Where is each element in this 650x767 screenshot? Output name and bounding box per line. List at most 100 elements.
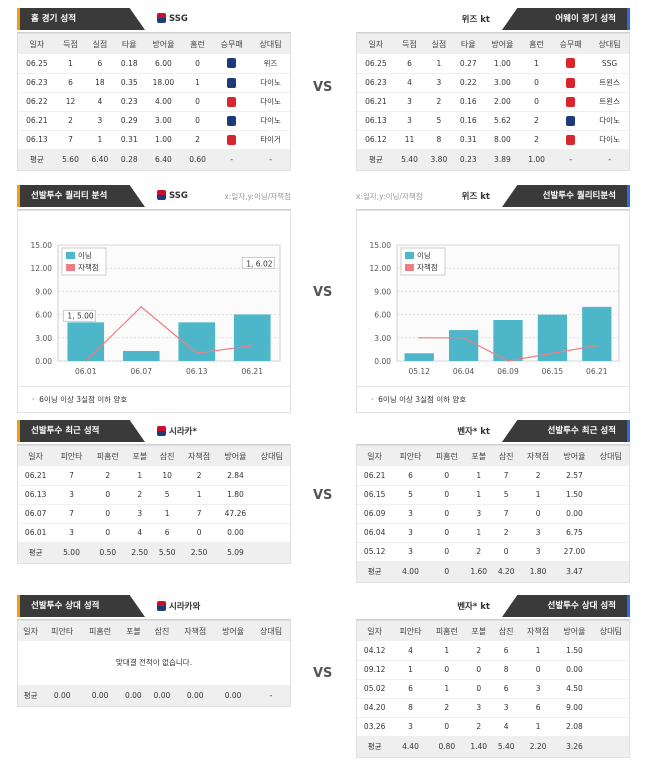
ssg-logo-icon — [157, 601, 166, 611]
axis-hint: x:일자,y:이닝/자책점 — [356, 192, 423, 201]
table-cell: 0 — [89, 523, 126, 543]
table-cell: 3 — [392, 523, 429, 543]
header-row: 일자 득점 실점 타율 방어율 홈런 승무패 상대팀 — [18, 34, 290, 54]
column-header: 일자 — [18, 34, 56, 54]
column-header: 포볼 — [464, 621, 493, 641]
home-record-tab: 홈 경기 성적 — [17, 8, 145, 30]
table-cell: 06.25 — [18, 54, 56, 74]
win-result-icon: W — [566, 134, 576, 145]
table-cell: 다이노 — [590, 111, 629, 131]
average-cell: 4.40 — [392, 736, 429, 757]
table-row: 06.07 7 0 3 1 7 47.26 — [18, 504, 290, 524]
pitcher-vs-table: 일자 피안타 피홈런 포볼 삼진 자책점 방어율 상대팀 맞대결 전적이 없습니다. 평균 0.00… — [18, 621, 290, 706]
average-cell: 0.00 — [214, 685, 253, 706]
chart-note: · 6이닝 이상 3실점 이하 양호 — [18, 386, 290, 412]
average-row: 평균 0.00 0.00 0.00 0.00 0.00 0.00- — [18, 685, 290, 706]
pitcher-name: 벤자* kt — [457, 427, 490, 437]
table-cell: 2 — [55, 111, 86, 131]
innings-bar — [493, 320, 523, 361]
table-cell: 3 — [424, 73, 454, 93]
quality-chart: 0.00 3.00 6.00 9.00 12.00 15.00 06.01 06.07 06.1… — [18, 211, 290, 386]
x-tick-label: 06.04 — [453, 367, 475, 376]
table-cell: 1 — [521, 54, 552, 74]
pitcher-recent-tab: 선발투수 최근 성적 — [502, 420, 630, 442]
table-cell: 06.13 — [357, 111, 395, 131]
table-cell: 3.00 — [143, 111, 183, 131]
table-cell: 0 — [89, 485, 126, 505]
table-cell: 10 — [153, 466, 181, 486]
table-cell: L — [212, 54, 252, 74]
table-cell: 3 — [519, 542, 557, 562]
table-cell: 4 — [392, 641, 429, 661]
average-cell: 3.26 — [556, 736, 593, 757]
x-tick-label: 06.15 — [542, 367, 564, 376]
average-cell: 1.40 — [464, 736, 493, 757]
table-cell: 4 — [85, 92, 115, 112]
table-cell: 1.50 — [556, 485, 593, 505]
column-header: 홈런 — [521, 34, 552, 54]
ssg-logo-icon — [157, 426, 166, 436]
win-result-icon: W — [566, 77, 576, 88]
column-header: 방어율 — [482, 34, 522, 54]
table-cell: 5 — [492, 485, 520, 505]
earned-runs-point — [551, 352, 554, 355]
column-header: 승무패 — [212, 34, 252, 54]
table-cell: 2 — [428, 698, 465, 718]
average-cell: 0.00 — [147, 685, 177, 706]
table-cell: 1 — [519, 717, 557, 737]
table-cell: 05.02 — [357, 679, 393, 699]
away-record-table: 일자득점실점타율방어율홈런승무패상대팀06.25610.271.001WSSG0… — [357, 34, 629, 170]
table-row: 04.20 8 2 3 3 6 9.00 — [357, 698, 629, 718]
average-row: 평균 5.40 3.80 0.23 3.89 1.00- - — [357, 149, 629, 170]
x-tick-label: 05.12 — [408, 367, 430, 376]
average-row: 평균 5.00 0.50 2.50 5.50 2.50 5.09 — [18, 542, 290, 563]
earned-runs-line — [85, 306, 253, 362]
table-cell: 다이노 — [251, 92, 290, 112]
pitcher-recent-panel: 선발투수 최근 성적 시라카* 일자 피안타 피홈런 포볼 삼진 자책점 방어율 상대팀 06.… — [17, 420, 291, 564]
table-cell: 4 — [492, 717, 520, 737]
pitcher-recent-table: 일자 피안타 피홈런 포볼 삼진 자책점 방어율 상대팀 06.21 7 2 1 10 2 2.84 06.1… — [18, 446, 290, 563]
table-cell: 0 — [464, 679, 493, 699]
pitcher-name: 시라카* — [157, 425, 197, 437]
table-row: 05.12 3 0 2 0 3 27.00 — [357, 542, 629, 562]
table-cell: 0.00 — [556, 504, 593, 524]
earned-runs-point — [596, 344, 598, 347]
innings-bar — [178, 322, 216, 361]
column-header: 일자 — [18, 621, 44, 641]
table-cell: 8 — [424, 130, 454, 150]
quality-analysis-tab: 선발투수 퀄리티 분석 — [17, 185, 145, 207]
win-result-icon: W — [227, 134, 237, 145]
win-result-icon: W — [566, 58, 576, 69]
column-header: 상대팀 — [251, 34, 290, 54]
loss-result-icon: L — [227, 77, 237, 88]
column-header: 승무패 — [551, 34, 591, 54]
average-cell: 5.40 — [492, 736, 520, 757]
table-cell: 47.26 — [217, 504, 254, 524]
table-cell: 8 — [492, 660, 520, 680]
table-row: 09.12 1 0 0 8 0 0.00 — [357, 660, 629, 680]
team-name: SSG — [157, 190, 188, 201]
earned-runs-point — [507, 360, 509, 362]
table-cell: 2 — [182, 130, 213, 150]
table-cell: 4.50 — [556, 679, 593, 699]
table-cell: 6 — [392, 679, 429, 699]
table-cell: 0 — [428, 717, 465, 737]
column-header: 상대팀 — [252, 621, 290, 641]
legend-label: 자책점 — [78, 262, 99, 272]
table-cell: 2.84 — [217, 466, 254, 486]
table-cell: 0 — [521, 92, 552, 112]
table-cell: 04.20 — [357, 698, 393, 718]
table-cell: 2 — [521, 130, 552, 150]
table-row: 06.21 6 0 1 7 2 2.57 — [357, 466, 629, 486]
pitcher-recent-panel: 벤자* kt 선발투수 최근 성적 일자 피안타 피홈런 포볼 삼진 자책점 방어율 상대팀 0… — [356, 420, 630, 583]
table-cell: 06.04 — [357, 523, 393, 543]
table-cell: 0 — [428, 485, 465, 505]
y-tick-label: 15.00 — [370, 241, 392, 250]
average-cell: 0.60 — [182, 149, 213, 170]
pitcher-name: 벤자* kt — [457, 602, 490, 612]
table-cell: 2.08 — [556, 717, 593, 737]
table-cell: W — [551, 73, 591, 93]
average-cell: - — [551, 149, 591, 170]
table-cell — [592, 660, 629, 680]
